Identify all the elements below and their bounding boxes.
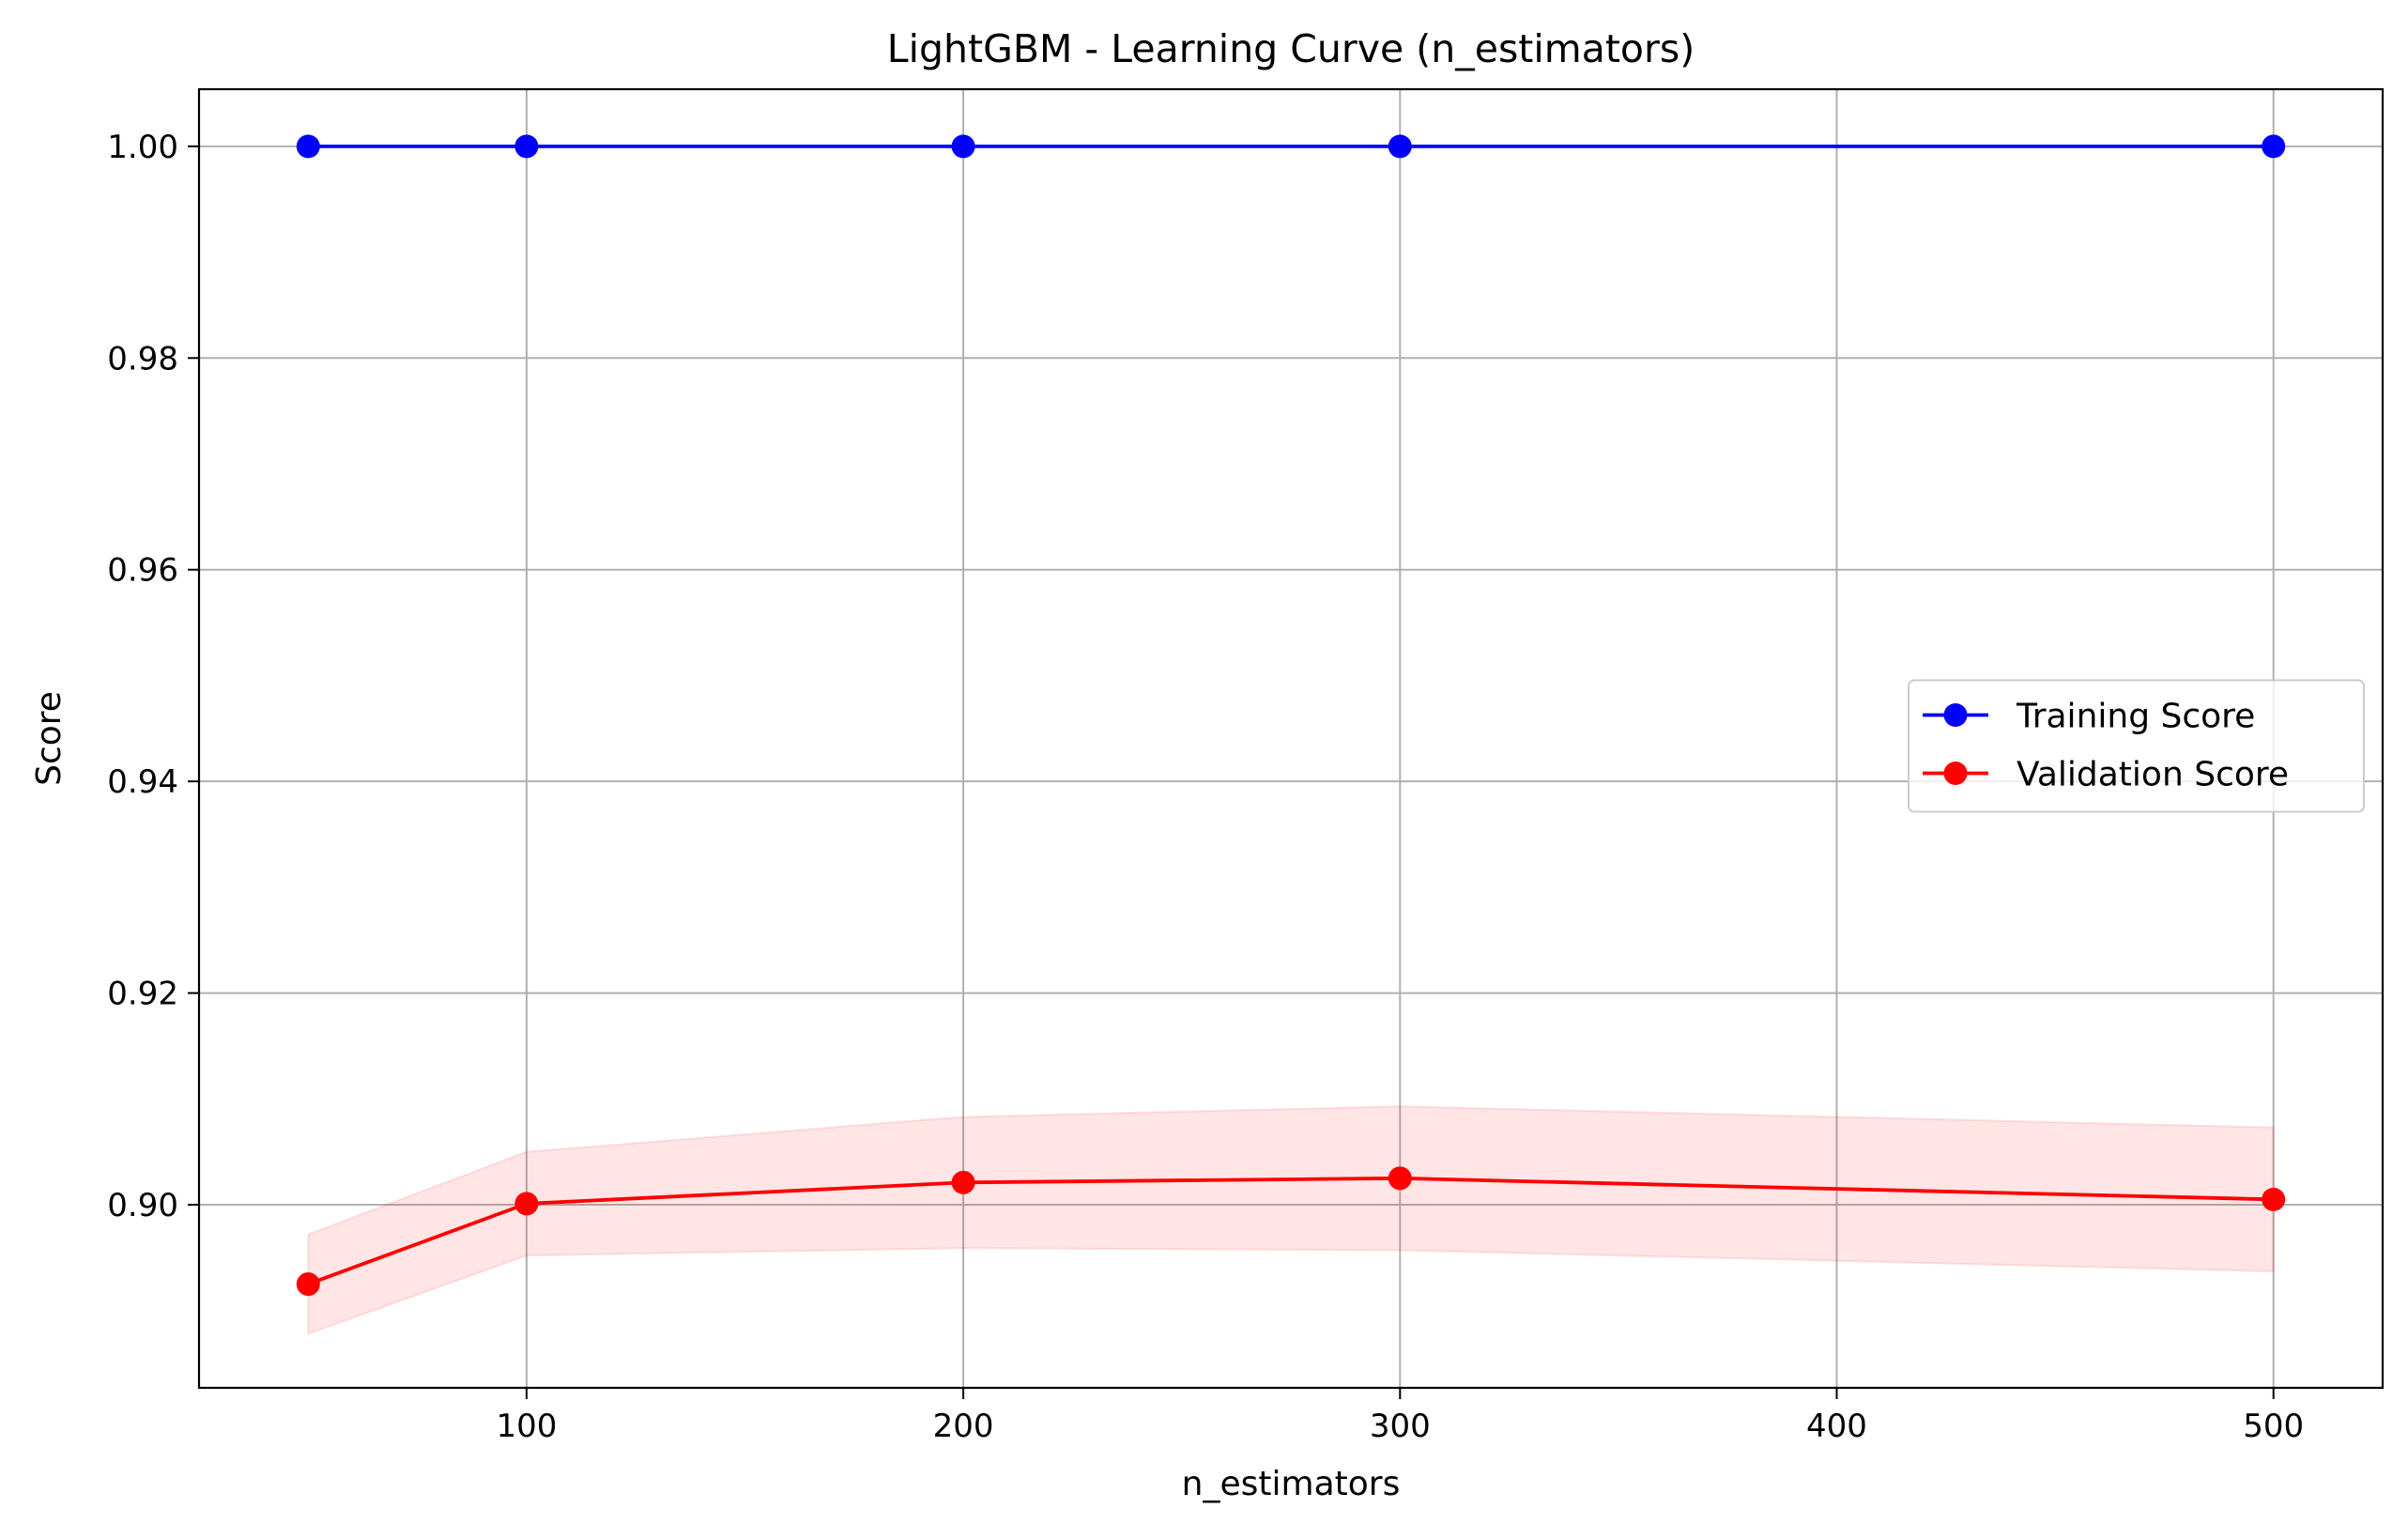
- validation-score-band: [307, 1105, 2275, 1335]
- y-axis-label: Score: [30, 691, 69, 786]
- chart-title: LightGBM - Learning Curve (n_estimators): [887, 26, 1695, 71]
- legend-marker-training-score: [1943, 703, 1968, 727]
- validation-score-point: [296, 1272, 320, 1297]
- training-score-point: [1388, 134, 1412, 159]
- x-tick-label: 400: [1806, 1408, 1867, 1445]
- training-score-point: [951, 134, 975, 159]
- x-tick-label: 500: [2243, 1408, 2304, 1445]
- legend-label-training-score: Training Score: [2016, 698, 2255, 736]
- series-lines: [296, 134, 2286, 1297]
- confidence-bands: [307, 1105, 2275, 1335]
- axes-frame: [197, 87, 2385, 1390]
- training-score-point: [2262, 134, 2286, 159]
- validation-score-point: [2262, 1187, 2286, 1211]
- legend-label-validation-score: Validation Score: [2017, 756, 2289, 794]
- y-tick-label: 0.96: [107, 552, 178, 590]
- legend-marker-validation-score: [1943, 762, 1968, 785]
- x-tick-label: 200: [933, 1408, 994, 1445]
- x-tick-label: 100: [496, 1408, 557, 1445]
- training-score-point: [514, 134, 539, 159]
- y-tick-label: 0.94: [107, 763, 178, 801]
- validation-score-point: [951, 1170, 975, 1194]
- validation-score-point: [1388, 1166, 1412, 1191]
- validation-score-point: [514, 1192, 539, 1216]
- legend: Training Score Validation Score: [1908, 679, 2365, 813]
- y-tick-label: 0.92: [107, 976, 178, 1013]
- y-tick-label: 1.00: [107, 129, 178, 166]
- training-score-point: [296, 134, 320, 159]
- x-tick-label: 300: [1370, 1408, 1431, 1445]
- legend-box: [1908, 679, 2365, 813]
- x-axis-label: n_estimators: [1182, 1465, 1401, 1503]
- y-tick-label: 0.98: [107, 340, 178, 377]
- ticks: 100 200 300 400 500 0.90 0.92 0.94 0.96 0.98 1.00: [107, 129, 2304, 1445]
- y-tick-label: 0.90: [107, 1187, 178, 1224]
